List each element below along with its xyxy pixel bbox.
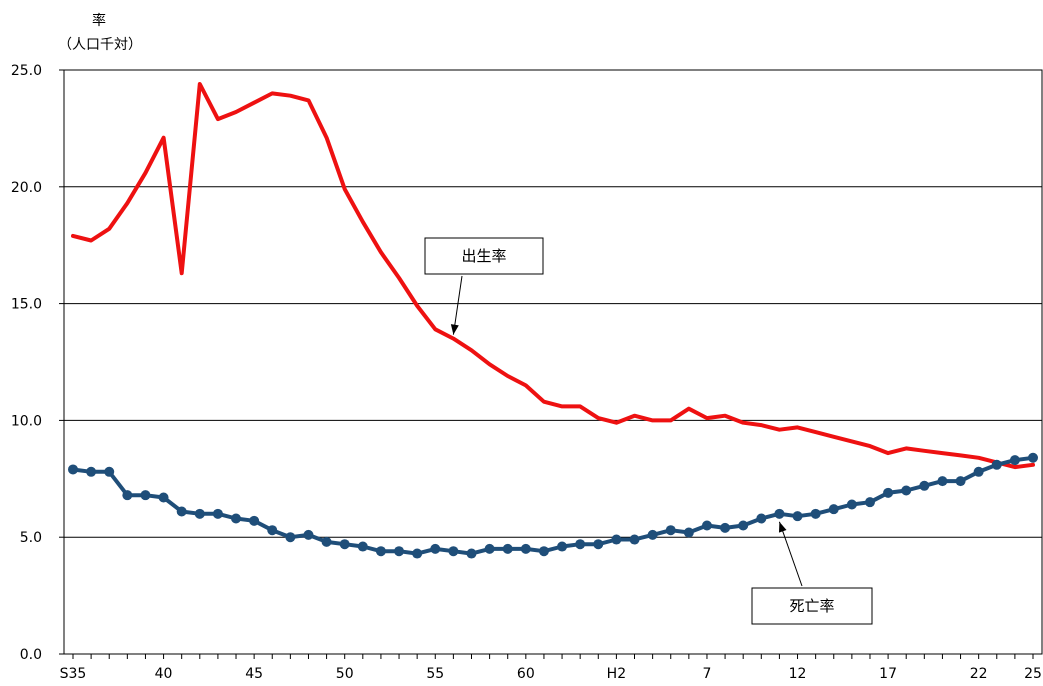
y-axis-label-unit: （人口千対） — [58, 37, 142, 53]
y-tick-label: 0.0 — [20, 647, 42, 663]
data-point — [701, 520, 712, 531]
data-point — [448, 546, 459, 557]
callout-box — [751, 587, 873, 625]
callout-arrow-head — [778, 521, 787, 533]
data-point — [629, 534, 640, 545]
data-point — [1009, 455, 1020, 466]
data-point — [611, 534, 622, 545]
data-point — [466, 548, 477, 559]
x-tick-label: 50 — [336, 666, 354, 682]
data-point — [430, 543, 441, 554]
y-tick-label: 15.0 — [11, 297, 42, 313]
data-point — [593, 539, 604, 550]
data-point — [720, 522, 731, 533]
data-point — [412, 548, 423, 559]
x-tick-label: S35 — [60, 666, 87, 682]
data-point — [665, 525, 676, 536]
data-point — [285, 532, 296, 543]
series-line-death-rate — [71, 455, 1035, 556]
data-point — [212, 508, 223, 519]
data-point — [810, 508, 821, 519]
callout-label: 死亡率 — [789, 597, 834, 615]
data-point — [122, 490, 133, 501]
data-point — [937, 476, 948, 487]
x-tick-label: 60 — [517, 666, 535, 682]
y-axis-label-rate: 率 — [92, 13, 106, 29]
series-line-birth-rate — [71, 82, 1035, 470]
data-point — [68, 464, 78, 475]
data-point — [339, 539, 350, 550]
x-tick-label: H2 — [607, 666, 626, 682]
data-point — [158, 492, 169, 503]
data-point — [231, 513, 242, 524]
callout-arrow-line — [778, 521, 803, 587]
data-point — [683, 527, 694, 538]
data-point — [901, 485, 912, 496]
data-point — [955, 476, 966, 487]
data-point — [249, 515, 260, 526]
data-point — [140, 490, 151, 501]
data-point — [104, 466, 115, 477]
callout-arrow-head — [450, 324, 459, 335]
data-point — [86, 466, 97, 477]
data-point — [738, 520, 749, 531]
data-point — [774, 508, 785, 519]
data-point — [919, 480, 930, 491]
data-point — [991, 459, 1002, 470]
data-point — [502, 543, 513, 554]
x-tick-label: 22 — [970, 666, 988, 682]
x-tick-label: 12 — [789, 666, 807, 682]
data-point — [792, 511, 803, 522]
x-tick-label: 7 — [703, 666, 712, 682]
y-tick-label: 5.0 — [20, 530, 42, 546]
x-tick-label: 45 — [245, 666, 263, 682]
data-point — [321, 536, 332, 547]
data-point — [394, 546, 405, 557]
x-tick-label: 40 — [155, 666, 173, 682]
data-point — [520, 543, 531, 554]
plot-frame — [63, 69, 1043, 655]
x-tick-label: 17 — [879, 666, 897, 682]
data-point — [303, 529, 314, 540]
data-point — [883, 487, 894, 498]
data-point — [484, 543, 495, 554]
data-point — [973, 466, 984, 477]
data-point — [575, 539, 586, 550]
data-point — [267, 525, 278, 536]
data-point — [1028, 452, 1038, 463]
x-tick-label: 55 — [426, 666, 444, 682]
data-point — [357, 541, 368, 552]
data-point — [176, 506, 187, 517]
data-point — [828, 504, 839, 515]
y-tick-label: 10.0 — [11, 413, 42, 429]
data-point — [756, 513, 767, 524]
data-point — [647, 529, 658, 540]
callout-box — [424, 237, 544, 275]
data-point — [846, 499, 857, 510]
data-point — [538, 546, 549, 557]
data-point — [864, 497, 875, 508]
data-point — [194, 508, 205, 519]
data-point — [375, 546, 386, 557]
x-tick-label: 25 — [1024, 666, 1042, 682]
data-point — [557, 541, 568, 552]
y-tick-label: 20.0 — [11, 180, 42, 196]
y-tick-label: 25.0 — [11, 63, 42, 79]
callout-label: 出生率 — [461, 247, 506, 265]
